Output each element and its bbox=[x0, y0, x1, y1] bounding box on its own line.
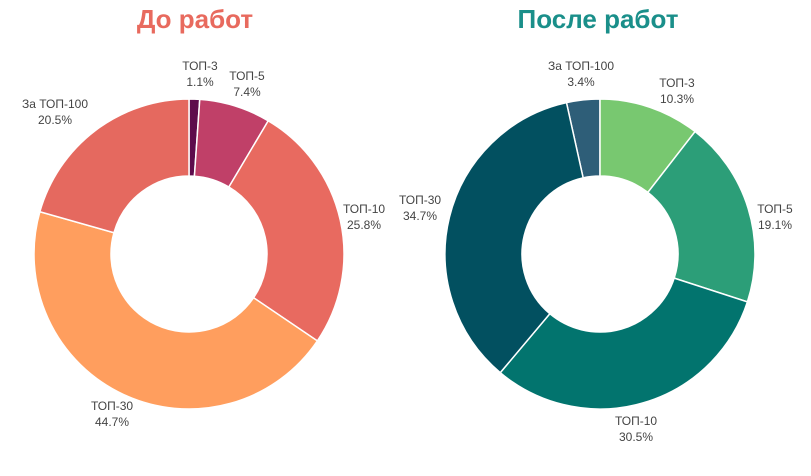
slice-label-value: 10.3% bbox=[660, 92, 694, 106]
slice-label-name: ТОП-30 bbox=[399, 193, 441, 207]
slice-label-name: За ТОП-100 bbox=[548, 59, 614, 73]
slice-label-name: ТОП-10 bbox=[615, 414, 657, 428]
donut-before: ТОП-3 1.1% ТОП-5 7.4% ТОП-10 25.8% ТОП-30 44.7%… bbox=[22, 59, 385, 429]
slice-label-name: ТОП-3 bbox=[182, 59, 218, 73]
slice-label-value: 3.4% bbox=[567, 75, 595, 89]
slice-за-топ-100 bbox=[38, 98, 190, 234]
slice-топ-30 bbox=[444, 101, 585, 374]
donut-after: За ТОП-100 3.4% ТОП-3 10.3% ТОП-5 19.1% ТОП-10… bbox=[399, 59, 793, 444]
slice-топ-5 bbox=[646, 130, 756, 303]
slice-label-name: ТОП-3 bbox=[659, 76, 695, 90]
slice-label-value: 1.1% bbox=[186, 75, 214, 89]
slice-label-value: 7.4% bbox=[233, 85, 261, 99]
slice-label-value: 44.7% bbox=[95, 415, 129, 429]
slice-топ-30 bbox=[33, 210, 319, 410]
chart-title-after: После работ bbox=[517, 4, 679, 34]
slice-топ-10 bbox=[227, 119, 345, 342]
slice-label-value: 20.5% bbox=[38, 113, 72, 127]
slice-label-name: За ТОП-100 bbox=[22, 97, 88, 111]
slice-label-name: ТОП-30 bbox=[91, 399, 133, 413]
slice-топ-10 bbox=[499, 277, 749, 410]
slice-label-name: ТОП-5 bbox=[229, 69, 265, 83]
slice-label-name: ТОП-10 bbox=[343, 202, 385, 216]
slice-label-value: 19.1% bbox=[758, 218, 792, 232]
slice-label-value: 25.8% bbox=[347, 218, 381, 232]
slice-label-value: 34.7% bbox=[403, 209, 437, 223]
slice-label-name: ТОП-5 bbox=[757, 202, 793, 216]
chart-title-before: До работ bbox=[136, 4, 254, 34]
slice-label-value: 30.5% bbox=[619, 430, 653, 444]
